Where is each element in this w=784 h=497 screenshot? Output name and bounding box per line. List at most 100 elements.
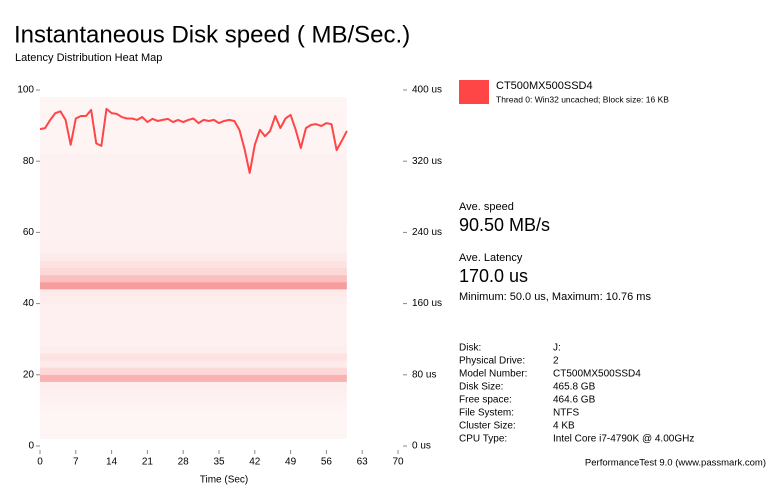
chart-subtitle: Latency Distribution Heat Map xyxy=(15,52,162,64)
info-value: 4 KB xyxy=(553,421,575,432)
latency-label: Ave. Latency xyxy=(459,252,523,264)
heat-cell xyxy=(40,246,347,254)
info-key: CPU Type: xyxy=(459,434,507,445)
heat-cell xyxy=(40,218,347,226)
heat-cell xyxy=(40,232,347,240)
heat-cell xyxy=(40,296,347,304)
x-tick-label: 28 xyxy=(178,457,190,468)
y2-tick-label: 240 us xyxy=(412,227,442,238)
heat-cell xyxy=(40,203,347,212)
info-value: 465.8 GB xyxy=(553,382,596,393)
legend-description: Thread 0: Win32 uncached; Block size: 16… xyxy=(496,94,669,104)
heat-cell xyxy=(40,346,347,354)
y-tick-label: 0 xyxy=(28,441,34,452)
y-tick-label: 40 xyxy=(23,298,35,309)
heat-cell xyxy=(40,275,347,283)
heat-cell xyxy=(40,260,347,268)
info-value: 464.6 GB xyxy=(553,395,596,406)
heat-cell xyxy=(40,97,347,105)
heat-cell xyxy=(40,239,347,247)
x-tick-label: 42 xyxy=(249,457,261,468)
heat-cell xyxy=(40,139,347,147)
heat-cell xyxy=(40,339,347,347)
heat-cell xyxy=(40,268,347,276)
info-value: 2 xyxy=(553,356,559,367)
info-key: Cluster Size: xyxy=(459,421,516,432)
info-value: NTFS xyxy=(553,408,579,419)
x-tick-label: 49 xyxy=(285,457,297,468)
info-key: Disk Size: xyxy=(459,382,503,393)
y2-tick-label: 320 us xyxy=(412,156,442,167)
legend-swatch xyxy=(459,80,489,104)
latency-value: 170.0 us xyxy=(459,266,528,286)
info-value: J: xyxy=(553,343,561,354)
heat-cell xyxy=(40,367,347,375)
y2-tick-label: 0 us xyxy=(412,441,431,452)
heat-cell xyxy=(40,225,347,233)
heat-cell xyxy=(40,396,347,404)
heat-cell xyxy=(40,360,347,368)
x-tick-label: 21 xyxy=(142,457,154,468)
info-value: Intel Core i7-4790K @ 4.00GHz xyxy=(553,434,694,445)
heat-cell xyxy=(40,431,347,439)
heat-cell xyxy=(40,196,347,204)
heat-cell xyxy=(40,182,347,190)
heat-cell xyxy=(40,289,347,297)
y2-tick-label: 400 us xyxy=(412,85,442,96)
heat-cell xyxy=(40,310,347,318)
y2-tick-label: 80 us xyxy=(412,369,436,380)
heat-cell xyxy=(40,161,347,169)
y2-tick-label: 160 us xyxy=(412,298,442,309)
legend-label: CT500MX500SSD4 xyxy=(496,80,593,92)
x-tick-label: 0 xyxy=(37,457,43,468)
heat-cell xyxy=(40,125,347,133)
heat-cell xyxy=(40,332,347,340)
info-key: Model Number: xyxy=(459,369,527,380)
heat-cell xyxy=(40,132,347,140)
heat-cell xyxy=(40,189,347,197)
heat-cell xyxy=(40,324,347,333)
heat-cell xyxy=(40,282,347,290)
heat-cell xyxy=(40,353,347,361)
heat-cell xyxy=(40,211,347,219)
latency-range: Minimum: 50.0 us, Maximum: 10.76 ms xyxy=(459,291,651,303)
x-axis-label: Time (Sec) xyxy=(200,475,249,486)
x-tick-label: 56 xyxy=(321,457,333,468)
heat-cell xyxy=(40,381,347,390)
y-tick-label: 100 xyxy=(17,85,34,96)
chart-title: Instantaneous Disk speed ( MB/Sec.) xyxy=(14,21,410,48)
series-line xyxy=(39,107,348,174)
heat-cell xyxy=(40,410,347,418)
heat-cell xyxy=(40,374,347,382)
heat-cell xyxy=(40,118,347,126)
heat-cell xyxy=(40,111,347,119)
x-tick-label: 35 xyxy=(213,457,225,468)
y-tick-label: 60 xyxy=(23,227,35,238)
footer: PerformanceTest 9.0 (www.passmark.com) xyxy=(585,458,766,469)
heat-cell xyxy=(40,424,347,432)
x-tick-label: 63 xyxy=(357,457,369,468)
x-tick-label: 7 xyxy=(73,457,79,468)
heat-cell xyxy=(40,317,347,325)
y-tick-label: 20 xyxy=(23,369,35,380)
heat-cell xyxy=(40,168,347,176)
heat-cell xyxy=(40,154,347,162)
heat-cell xyxy=(40,403,347,411)
heat-cell xyxy=(40,303,347,311)
x-tick-label: 70 xyxy=(392,457,404,468)
heat-cell xyxy=(40,146,347,155)
info-value: CT500MX500SSD4 xyxy=(553,369,641,380)
heat-cell xyxy=(40,389,347,397)
info-key: File System: xyxy=(459,408,514,419)
heat-cell xyxy=(40,104,347,112)
info-key: Free space: xyxy=(459,395,512,406)
info-key: Physical Drive: xyxy=(459,356,525,367)
heat-cell xyxy=(40,175,347,183)
x-tick-label: 14 xyxy=(106,457,118,468)
speed-label: Ave. speed xyxy=(459,201,514,213)
y-tick-label: 80 xyxy=(23,156,35,167)
heat-cell xyxy=(40,417,347,425)
speed-value: 90.50 MB/s xyxy=(459,215,550,235)
